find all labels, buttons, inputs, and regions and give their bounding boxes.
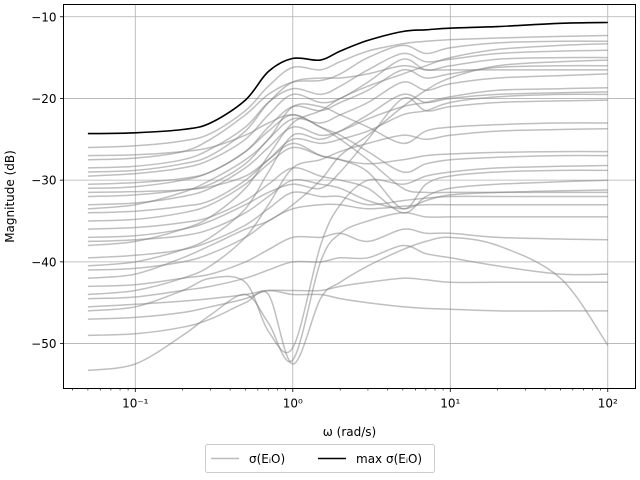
sigma-series-line xyxy=(87,167,608,230)
y-tick-label: −20 xyxy=(31,92,56,106)
legend-label-max-sigma: max σ(EᵢO) xyxy=(356,452,422,466)
y-tick-label: −10 xyxy=(31,10,56,24)
sigma-series-line xyxy=(87,289,608,320)
sigma-series-line xyxy=(87,142,608,194)
sigma-series-line xyxy=(87,103,608,210)
legend-label-sigma: σ(EᵢO) xyxy=(249,452,285,466)
sigma-series-line xyxy=(87,59,608,279)
sigma-series-line xyxy=(87,212,608,372)
sigma-series-line xyxy=(87,277,608,308)
y-axis-label: Magnitude (dB) xyxy=(3,150,17,243)
sigma-series-line xyxy=(87,56,608,177)
legend: σ(EᵢO) max σ(EᵢO) xyxy=(205,444,435,473)
sigma-series-line xyxy=(87,127,608,296)
max-series-group xyxy=(87,21,608,135)
x-axis-label: ω (rad/s) xyxy=(323,425,376,439)
y-tick-label: −50 xyxy=(31,337,56,351)
data-series-group xyxy=(87,34,609,372)
sigma-series-line xyxy=(87,64,608,173)
sigma-series-line xyxy=(87,114,608,194)
y-tick-label: −40 xyxy=(31,255,56,269)
x-tick-label: 10⁻¹ xyxy=(122,397,149,411)
sigma-series-line xyxy=(87,203,608,271)
x-tick-label: 10⁰ xyxy=(283,397,303,411)
sigma-series-line xyxy=(87,146,608,222)
grid xyxy=(63,4,636,389)
y-tick-label: −30 xyxy=(31,174,56,188)
axis-ticks: 10⁻¹ 10⁰ 10¹ 10² −50 −40 −30 −20 −10 xyxy=(31,10,618,410)
sigma-series-line xyxy=(87,87,608,206)
sigma-series-line xyxy=(87,114,608,185)
x-tick-label: 10² xyxy=(598,397,618,411)
sigma-series-line xyxy=(87,91,608,267)
x-tick-label: 10¹ xyxy=(440,397,460,411)
sigma-series-line xyxy=(87,228,608,288)
sigma-series-line xyxy=(87,96,608,239)
sigma-series-line xyxy=(87,244,608,300)
sigma-series-line xyxy=(87,178,608,243)
sigma-series-line xyxy=(87,164,608,354)
plot-frame xyxy=(63,4,636,389)
sigma-series-line xyxy=(87,191,608,259)
sigma-series-line xyxy=(87,34,608,149)
sigma-series-line xyxy=(87,42,608,247)
sigma-series-line xyxy=(87,93,608,214)
sigma-series-line xyxy=(87,49,608,169)
max-sigma-line xyxy=(87,21,608,135)
